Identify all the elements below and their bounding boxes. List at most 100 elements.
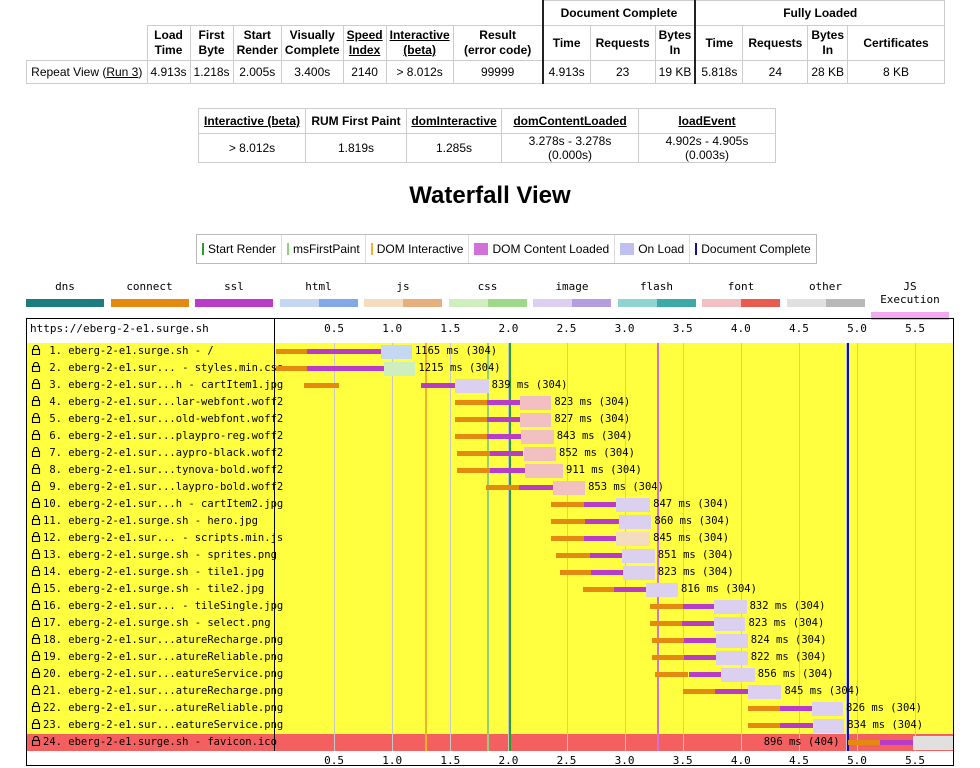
request-row[interactable]: 11. eberg-2-e1.surge.sh - hero.jpg xyxy=(27,513,953,530)
run-3-link[interactable]: Run 3 xyxy=(106,65,139,79)
request-time-label: 839 ms (304) xyxy=(491,379,568,391)
legend-label: Start Render xyxy=(208,242,277,256)
timing-value-rum-first-paint: 1.819s xyxy=(305,133,407,163)
tick-label: 3.5 xyxy=(672,754,693,766)
request-label[interactable]: 4. eberg-2-e1.sur...lar-webfont.woff2 xyxy=(27,394,283,411)
request-label[interactable]: 15. eberg-2-e1.surge.sh - tile2.jpg xyxy=(27,581,275,598)
request-label[interactable]: 5. eberg-2-e1.sur...old-webfont.woff2 xyxy=(27,411,283,428)
request-row[interactable]: 14. eberg-2-e1.surge.sh - tile1.jpg xyxy=(27,564,953,581)
request-row[interactable]: 1. eberg-2-e1.surge.sh - / xyxy=(27,343,953,360)
request-label[interactable]: 2. eberg-2-e1.sur... - styles.min.css xyxy=(27,360,283,377)
request-label[interactable]: 7. eberg-2-e1.sur...aypro-black.woff2 xyxy=(27,445,283,462)
request-label[interactable]: 9. eberg-2-e1.sur...laypro-bold.woff2 xyxy=(27,479,283,496)
legend-swatch xyxy=(474,243,489,255)
connect-bar xyxy=(650,604,683,609)
download-bar xyxy=(520,395,552,410)
header-visually-complete: Visually Complete xyxy=(280,25,344,61)
tick-label: 5.5 xyxy=(905,322,926,335)
request-row[interactable]: 10. eberg-2-e1.sur...h - cartItem2.jpg xyxy=(27,496,953,513)
legend-label: msFirstPaint xyxy=(293,242,360,256)
type-legend-swatch xyxy=(279,299,358,307)
lock-icon xyxy=(31,668,41,678)
request-row[interactable]: 12. eberg-2-e1.sur... - scripts.min.js xyxy=(27,530,953,547)
connect-bar xyxy=(682,689,716,694)
legend-label: Document Complete xyxy=(701,242,811,256)
request-row[interactable]: 15. eberg-2-e1.surge.sh - tile2.jpg xyxy=(27,581,953,598)
request-label[interactable]: 10. eberg-2-e1.sur...h - cartItem2.jpg xyxy=(27,496,283,513)
download-bar xyxy=(716,650,748,665)
tick-label: 4.0 xyxy=(730,754,751,766)
tick-label: 2.5 xyxy=(556,754,577,766)
request-time-label: 834 ms (304) xyxy=(847,719,924,731)
legend-label: On Load xyxy=(638,242,685,256)
ssl-bar xyxy=(780,706,812,711)
header-speed-index-link[interactable]: Speed Index xyxy=(342,25,387,61)
connect-bar xyxy=(454,434,488,439)
request-label[interactable]: 20. eberg-2-e1.sur...eatureService.png xyxy=(27,666,283,683)
ssl-bar xyxy=(307,349,381,354)
request-label[interactable]: 8. eberg-2-e1.sur...tynova-bold.woff2 xyxy=(27,462,283,479)
timing-header-interactive-link[interactable]: Interactive (beta) xyxy=(198,108,306,134)
ssl-bar xyxy=(614,587,646,592)
request-label[interactable]: 18. eberg-2-e1.sur...atureRecharge.png xyxy=(27,632,283,649)
request-label[interactable]: 14. eberg-2-e1.surge.sh - tile1.jpg xyxy=(27,564,275,581)
request-label[interactable]: 19. eberg-2-e1.sur...atureReliable.png xyxy=(27,649,283,666)
request-label[interactable]: 11. eberg-2-e1.surge.sh - hero.jpg xyxy=(27,513,275,530)
type-legend-swatch xyxy=(786,299,865,307)
type-legend-js: js xyxy=(364,280,442,307)
request-row[interactable]: 13. eberg-2-e1.surge.sh - sprites.png xyxy=(27,547,953,564)
download-bar xyxy=(552,480,586,495)
timing-header-load-event-link[interactable]: loadEvent xyxy=(638,108,776,134)
legend-item-on-load: On Load xyxy=(615,235,691,263)
request-label[interactable]: 12. eberg-2-e1.sur... - scripts.min.js xyxy=(27,530,283,547)
timing-header-dom-content-loaded-link[interactable]: domContentLoaded xyxy=(501,108,639,134)
request-label[interactable]: 6. eberg-2-e1.sur...playpro-reg.woff2 xyxy=(27,428,283,445)
value-load-time: 4.913s xyxy=(146,60,191,84)
tick-label: 3.0 xyxy=(614,322,635,335)
request-time-label: 853 ms (304) xyxy=(588,481,664,493)
request-label[interactable]: 17. eberg-2-e1.surge.sh - select.png xyxy=(27,615,275,632)
request-time-label: 824 ms (304) xyxy=(750,634,827,646)
header-interactive-link[interactable]: Interactive (beta) xyxy=(385,25,454,61)
header-start-render: Start Render xyxy=(232,25,282,61)
connect-bar xyxy=(454,400,488,405)
legend-swatch xyxy=(287,243,290,255)
grid-line xyxy=(508,343,510,751)
request-row[interactable]: 21. eberg-2-e1.sur...atureRecharge.png xyxy=(27,683,953,700)
lock-icon xyxy=(31,617,41,627)
request-label[interactable]: 24. eberg-2-e1.surge.sh - favicon.ico xyxy=(27,734,277,751)
request-time-label: 852 ms (304) xyxy=(559,447,635,459)
request-label[interactable]: 13. eberg-2-e1.surge.sh - sprites.png xyxy=(27,547,277,564)
lock-icon xyxy=(31,583,41,593)
request-label[interactable]: 3. eberg-2-e1.sur...h - cartItem1.jpg xyxy=(27,377,283,394)
request-label[interactable]: 16. eberg-2-e1.sur... - tileSingle.jpg xyxy=(27,598,283,615)
request-label[interactable]: 21. eberg-2-e1.sur...atureRecharge.png xyxy=(27,683,283,700)
grid-line xyxy=(682,343,684,751)
type-legend-ssl: ssl xyxy=(195,280,273,307)
request-label[interactable]: 1. eberg-2-e1.surge.sh - / xyxy=(27,343,275,360)
request-row[interactable]: 23. eberg-2-e1.sur...eatureService.png xyxy=(27,717,953,734)
request-row[interactable]: 2. eberg-2-e1.sur... - styles.min.css xyxy=(27,360,953,377)
request-row[interactable]: 24. eberg-2-e1.surge.sh - favicon.ico xyxy=(27,734,953,751)
timing-header-dom-interactive-link[interactable]: domInteractive xyxy=(406,108,502,134)
request-row[interactable]: 22. eberg-2-e1.sur...atureReliable.png xyxy=(27,700,953,717)
lock-icon xyxy=(31,736,41,746)
request-label[interactable]: 23. eberg-2-e1.sur...eatureService.png xyxy=(27,717,283,734)
request-row[interactable]: 3. eberg-2-e1.sur...h - cartItem1.jpg xyxy=(27,377,953,394)
time-scale-bottom: 0.5 1.0 1.5 2.0 2.5 3.0 3.5 4.0 4.5 5.0 5.5 xyxy=(27,751,953,766)
download-bar xyxy=(812,718,845,733)
tick-label: 2.5 xyxy=(556,322,577,335)
type-legend-html: html xyxy=(279,280,358,307)
request-label-text: 21. eberg-2-e1.sur...atureRecharge.png xyxy=(43,685,284,697)
request-label-text: 22. eberg-2-e1.sur...atureReliable.png xyxy=(43,702,284,714)
download-bar xyxy=(645,582,679,597)
request-time-label: 860 ms (304) xyxy=(654,515,731,527)
type-legend-swatch xyxy=(448,299,527,307)
tick-label: 0.5 xyxy=(324,322,345,335)
tick-label: 4.5 xyxy=(788,322,809,335)
request-label-text: 5. eberg-2-e1.sur...old-webfont.woff2 xyxy=(43,413,284,425)
request-label[interactable]: 22. eberg-2-e1.sur...atureReliable.png xyxy=(27,700,283,717)
ssl-bar xyxy=(518,485,553,490)
value-full-requests: 24 xyxy=(742,60,809,84)
download-bar xyxy=(454,378,489,393)
